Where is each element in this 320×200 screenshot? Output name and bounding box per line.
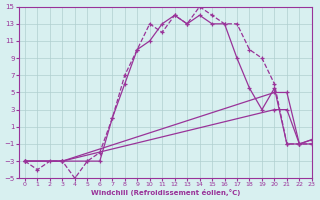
X-axis label: Windchill (Refroidissement éolien,°C): Windchill (Refroidissement éolien,°C) — [91, 189, 240, 196]
